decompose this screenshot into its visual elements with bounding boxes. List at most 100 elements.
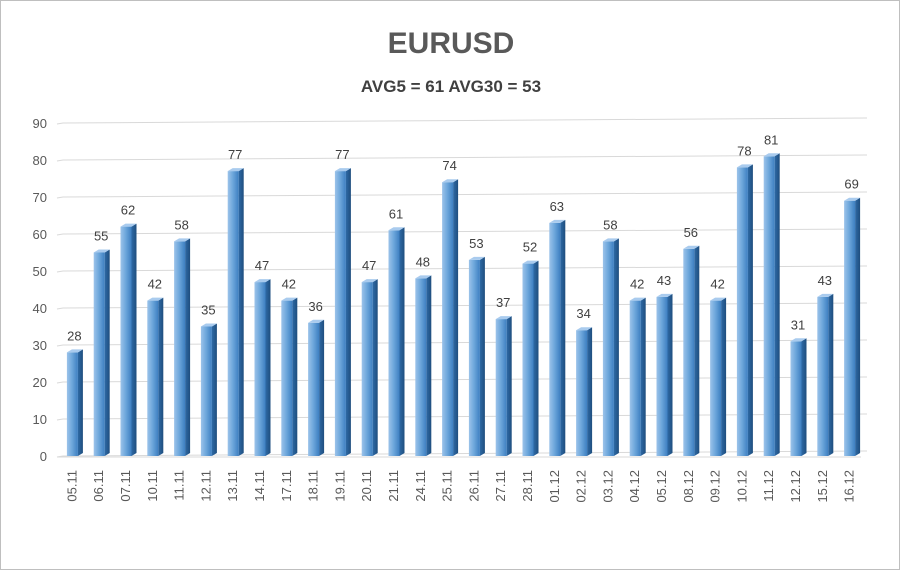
bar-side	[399, 227, 405, 456]
x-tick-label: 28.11	[520, 470, 535, 502]
bar-front	[736, 167, 748, 456]
data-label: 63	[550, 199, 564, 214]
gridline-depth	[56, 418, 64, 421]
bar-side	[801, 338, 807, 456]
gridline-depth	[56, 344, 64, 347]
bar-top	[468, 256, 485, 260]
bar-front	[522, 263, 534, 456]
bar-top	[576, 327, 593, 331]
gridline-depth	[56, 196, 64, 199]
bar-side	[747, 164, 753, 456]
data-label: 81	[764, 132, 778, 147]
x-tick-label: 10.11	[145, 470, 160, 502]
data-label: 35	[201, 303, 215, 318]
bar	[495, 316, 512, 456]
bar-front	[200, 326, 212, 456]
bar-side	[131, 223, 137, 456]
bar	[361, 279, 378, 456]
data-label: 47	[362, 258, 376, 273]
bar-front	[254, 282, 266, 456]
bar	[656, 293, 673, 456]
data-label: 77	[335, 147, 349, 162]
bar	[308, 319, 325, 456]
x-tick-label: 01.12	[547, 470, 562, 503]
y-tick-label: 70	[33, 190, 47, 205]
data-label: 77	[228, 147, 242, 162]
y-tick-label: 30	[33, 338, 47, 353]
bar-front	[656, 296, 668, 456]
bar-top	[602, 238, 619, 242]
bar-side	[292, 297, 298, 456]
bar-top	[281, 297, 298, 301]
data-label: 55	[94, 229, 108, 244]
bar-side	[587, 327, 593, 456]
bar-front	[817, 296, 829, 456]
bar-top	[817, 293, 834, 297]
bar-top	[522, 260, 539, 264]
gridline	[62, 117, 868, 124]
bar-front	[66, 352, 78, 456]
bar-side	[158, 297, 164, 456]
bar-side	[721, 297, 727, 456]
x-tick-label: 11.11	[172, 470, 187, 501]
bar-top	[200, 323, 217, 327]
bar	[200, 323, 217, 456]
gridline	[62, 265, 868, 272]
data-label: 62	[121, 203, 135, 218]
bar-front	[576, 330, 588, 456]
bar-side	[426, 275, 432, 456]
gridline	[62, 413, 868, 420]
data-label: 58	[174, 217, 188, 232]
bar	[710, 297, 727, 456]
x-tick-label: 10.12	[734, 470, 749, 503]
bar-front	[415, 278, 427, 456]
bar	[629, 297, 646, 456]
bar-side	[77, 349, 83, 456]
bar-front	[468, 259, 480, 456]
x-tick-label: 25.11	[440, 470, 455, 502]
bar-front	[442, 182, 454, 456]
data-label: 53	[469, 236, 483, 251]
bar	[790, 338, 807, 456]
bar-front	[174, 241, 186, 456]
y-tick-label: 40	[33, 301, 47, 316]
x-tick-label: 24.11	[413, 470, 428, 502]
bar-top	[227, 168, 244, 172]
gridline-depth	[56, 122, 64, 125]
bar-top	[334, 168, 351, 172]
bar-front	[629, 300, 641, 456]
bar	[254, 279, 271, 456]
bar-side	[560, 219, 566, 456]
x-tick-label: 15.12	[815, 470, 830, 503]
bar-side	[372, 279, 378, 456]
bar	[549, 219, 566, 456]
bar	[93, 249, 110, 456]
data-label: 69	[844, 177, 858, 192]
x-tick-label: 13.11	[225, 470, 240, 502]
gridline-depth	[56, 307, 64, 310]
bar-top	[254, 279, 271, 283]
bar	[683, 245, 700, 456]
data-label: 43	[818, 273, 832, 288]
data-label: 42	[630, 277, 644, 292]
y-tick-label: 10	[33, 412, 47, 427]
x-tick-label: 11.12	[761, 470, 776, 502]
bar-front	[763, 156, 775, 457]
bar-top	[763, 153, 780, 157]
x-tick-label: 21.11	[386, 470, 401, 502]
gridline-depth	[56, 270, 64, 273]
bar-side	[185, 238, 191, 456]
x-tick-label: 06.11	[91, 470, 106, 502]
bar	[763, 153, 780, 457]
gridline	[62, 154, 868, 161]
bar-front	[147, 300, 159, 456]
y-tick-label: 60	[33, 227, 47, 242]
bar	[576, 327, 593, 456]
bar	[522, 260, 539, 456]
x-tick-label: 04.12	[627, 470, 642, 503]
data-label: 61	[389, 206, 403, 221]
bar-side	[506, 316, 512, 456]
bar-top	[361, 279, 378, 283]
x-tick-label: 12.12	[788, 470, 803, 503]
bar-top	[442, 179, 459, 183]
